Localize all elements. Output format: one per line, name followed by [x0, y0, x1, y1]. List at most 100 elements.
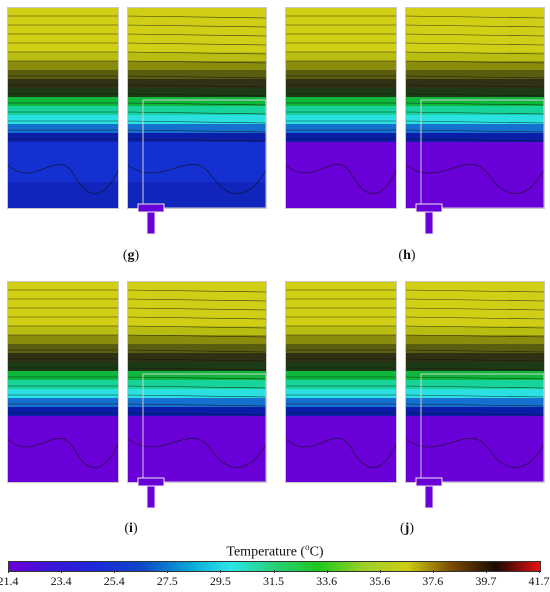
contour-line	[127, 385, 267, 389]
contour-line	[405, 111, 545, 115]
tank-left	[7, 7, 119, 209]
contour-line	[127, 111, 267, 115]
contour-line	[127, 376, 267, 380]
contour-line	[405, 349, 545, 353]
thermocline-band	[128, 133, 266, 143]
thermocline-band	[8, 124, 118, 134]
contour-line	[405, 325, 545, 329]
thermocline-band	[8, 362, 118, 372]
thermocline-band	[8, 133, 118, 143]
contour-line	[405, 394, 545, 398]
contour-line	[127, 138, 267, 142]
colorbar-tick-label: 35.6	[369, 574, 391, 588]
contour-line	[405, 102, 545, 106]
contour-line	[127, 403, 267, 407]
contour-line	[405, 289, 545, 293]
colorbar-tick-label: 21.4	[0, 574, 19, 588]
thermocline-band	[286, 88, 396, 98]
inlet-pipe	[146, 485, 156, 509]
contour-line	[127, 15, 267, 19]
contour-line-wavy	[127, 164, 267, 194]
contour-line	[405, 376, 545, 380]
temperature-colorbar	[8, 561, 541, 572]
contour-line	[127, 75, 267, 79]
thermocline-band	[286, 380, 396, 390]
colorbar-tick-mark	[432, 570, 434, 573]
thermocline-band	[406, 380, 544, 390]
contour-line	[405, 60, 545, 64]
contour-line	[405, 129, 545, 133]
contour-line-wavy	[285, 164, 397, 194]
contour-line	[127, 84, 267, 88]
contour-line	[127, 325, 267, 329]
thermocline-band	[8, 389, 118, 399]
panel-j	[285, 281, 545, 509]
contour-line	[127, 298, 267, 302]
colorbar-tick-label: 29.5	[209, 574, 231, 588]
panel-label-h: (h)	[398, 248, 416, 263]
contour-line	[405, 93, 545, 97]
tank-outline	[285, 281, 397, 483]
thermocline-band	[128, 398, 266, 408]
colorbar-tick-mark	[8, 570, 9, 573]
thermocline-band	[286, 70, 396, 80]
colorbar-tick-label: 39.7	[475, 574, 497, 588]
contour-line	[405, 33, 545, 37]
contour-line	[405, 412, 545, 416]
thermocline-band	[8, 115, 118, 125]
thermocline-band	[128, 353, 266, 363]
thermocline-band	[406, 389, 544, 399]
contour-line	[405, 298, 545, 302]
thermocline-band	[286, 371, 396, 381]
colorbar-tick-mark	[485, 570, 487, 573]
thermocline-band	[286, 124, 396, 134]
contour-line	[405, 15, 545, 19]
contour-line	[127, 102, 267, 106]
thermocline-band	[286, 115, 396, 125]
tank-right	[127, 7, 267, 209]
contour-line	[127, 42, 267, 46]
colorbar-tick-label: 37.6	[422, 574, 444, 588]
panel-g	[7, 7, 267, 235]
thermocline-band	[8, 97, 118, 107]
thermocline-band	[286, 52, 396, 62]
contour-line	[127, 120, 267, 124]
contour-line	[127, 33, 267, 37]
thermocline-band	[406, 335, 544, 345]
thermocline-band	[128, 380, 266, 390]
cold-zone	[406, 416, 544, 482]
thermocline-band	[406, 344, 544, 354]
thermocline-band	[128, 61, 266, 71]
colorbar-title: Temperature (oC)	[226, 542, 324, 560]
tank-left	[285, 281, 397, 483]
contour-line	[405, 358, 545, 362]
contour-line	[127, 412, 267, 416]
contour-line-wavy	[405, 438, 545, 468]
heat-exchanger-outline	[420, 373, 545, 483]
contour-line	[405, 316, 545, 320]
contour-line	[127, 349, 267, 353]
cold-zone	[286, 416, 396, 482]
contour-line	[405, 367, 545, 371]
thermocline-band	[406, 353, 544, 363]
thermocline-band	[406, 52, 544, 62]
thermocline-band	[286, 389, 396, 399]
panel-label-j: (j)	[399, 521, 415, 536]
contour-line	[405, 42, 545, 46]
colorbar-tick-mark	[114, 570, 116, 573]
thermocline-band	[128, 407, 266, 417]
contour-line	[405, 307, 545, 311]
thermocline-band	[406, 407, 544, 417]
thermocline-band	[286, 398, 396, 408]
thermocline-band	[8, 106, 118, 116]
thermocline-band	[8, 61, 118, 71]
contour-line-wavy	[405, 164, 545, 194]
thermocline-band	[286, 106, 396, 116]
contour-line	[127, 307, 267, 311]
thermocline-band	[128, 88, 266, 98]
colorbar-tick-label: 27.5	[156, 574, 178, 588]
thermocline-band	[8, 344, 118, 354]
heat-exchanger-outline	[142, 373, 267, 483]
contour-line	[127, 51, 267, 55]
colorbar-tick-mark	[379, 570, 381, 573]
